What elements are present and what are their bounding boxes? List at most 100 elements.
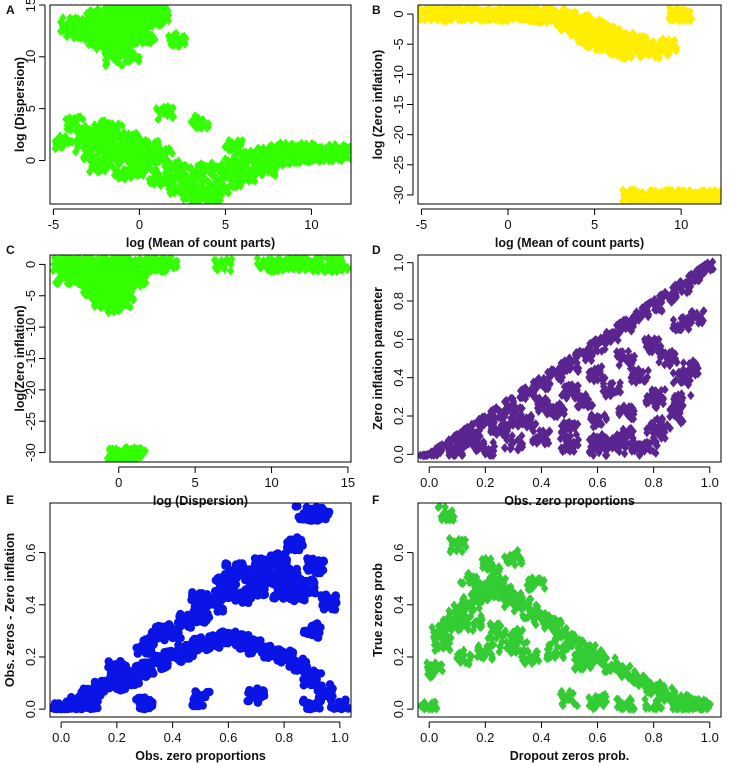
data-point — [716, 187, 721, 197]
data-point — [639, 31, 647, 41]
data-point — [89, 26, 98, 36]
data-point — [620, 190, 628, 201]
data-point — [216, 168, 224, 178]
data-point — [284, 158, 293, 168]
data-point — [75, 131, 83, 141]
data-point — [620, 54, 628, 64]
plot-frame — [49, 4, 352, 205]
data-point — [190, 174, 199, 184]
data-point — [114, 158, 122, 168]
data-point — [127, 15, 135, 25]
data-point — [71, 277, 79, 287]
data-point — [58, 142, 66, 152]
data-point — [532, 11, 540, 21]
data-point — [613, 38, 621, 48]
data-point — [149, 143, 157, 153]
data-point — [164, 16, 173, 26]
data-point — [172, 261, 181, 271]
data-point — [620, 46, 628, 56]
data-point — [649, 45, 658, 55]
data-point — [142, 268, 150, 278]
data-point — [134, 18, 142, 28]
data-point — [530, 5, 538, 12]
data-point — [97, 122, 106, 132]
data-point — [211, 190, 219, 200]
x-tick-label: 0 — [504, 217, 511, 232]
data-point — [617, 29, 625, 40]
data-point — [161, 161, 169, 172]
data-point — [116, 37, 125, 47]
data-point — [88, 162, 96, 172]
data-point — [88, 255, 96, 265]
data-point — [238, 136, 246, 146]
data-point — [611, 31, 620, 41]
data-point — [603, 24, 611, 34]
data-point — [604, 28, 613, 38]
data-point — [644, 192, 652, 202]
data-point — [676, 198, 684, 204]
data-point — [577, 16, 585, 26]
data-point — [711, 186, 719, 196]
y-tick-label: 0 — [391, 10, 406, 17]
data-point — [113, 30, 121, 40]
data-point — [78, 281, 87, 292]
data-point — [242, 170, 250, 180]
data-point — [563, 11, 571, 22]
data-point — [59, 13, 67, 23]
data-points — [50, 255, 351, 462]
data-point — [448, 9, 457, 19]
data-point — [80, 153, 89, 163]
data-point — [525, 9, 533, 19]
data-point — [605, 32, 613, 42]
data-point — [206, 180, 214, 190]
x-tick-label: 10 — [304, 217, 318, 232]
data-point — [340, 261, 348, 271]
data-point — [94, 255, 102, 264]
data-point — [298, 255, 307, 264]
data-point — [526, 16, 534, 27]
data-point — [110, 17, 119, 27]
data-point — [140, 163, 149, 173]
data-point — [161, 168, 169, 178]
data-point — [80, 143, 89, 153]
data-point — [210, 255, 219, 265]
data-point — [421, 15, 429, 25]
data-point — [159, 150, 168, 160]
data-point — [657, 187, 665, 197]
data-point — [176, 36, 185, 46]
data-point — [118, 155, 126, 165]
data-point — [168, 111, 176, 121]
data-point — [177, 188, 185, 199]
data-point — [82, 29, 90, 39]
data-point — [115, 283, 123, 293]
data-point — [154, 114, 162, 125]
data-point — [619, 185, 627, 195]
data-point — [673, 43, 681, 53]
data-point — [632, 32, 640, 43]
data-point — [709, 198, 718, 204]
data-point — [720, 193, 721, 195]
panel-label: C — [6, 243, 15, 257]
data-point — [421, 9, 429, 19]
data-point — [85, 40, 93, 50]
data-point — [114, 119, 122, 129]
data-point — [668, 186, 676, 196]
data-point — [128, 133, 137, 143]
data-point — [457, 5, 465, 14]
plot-frame — [417, 4, 722, 205]
data-point — [427, 5, 435, 13]
data-point — [627, 188, 635, 198]
data-point — [130, 5, 138, 15]
data-point — [557, 18, 566, 28]
data-point — [121, 174, 129, 184]
data-point — [58, 26, 66, 36]
data-point — [299, 151, 307, 161]
data-point — [226, 161, 235, 171]
data-point — [153, 5, 161, 15]
data-point — [170, 162, 178, 172]
data-point — [151, 168, 159, 178]
data-point — [319, 264, 327, 274]
data-point — [126, 302, 134, 312]
data-point — [139, 5, 147, 14]
